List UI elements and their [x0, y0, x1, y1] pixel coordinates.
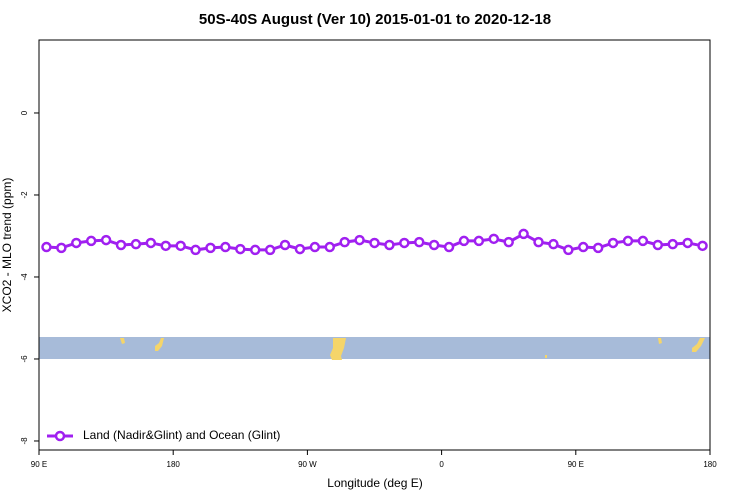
plot-frame: [38, 39, 711, 451]
point: [324, 241, 336, 253]
point: [175, 240, 186, 252]
map-strip: [39, 337, 710, 360]
point: [145, 237, 157, 249]
chart-title: 50S-40S August (Ver 10) 2015-01-01 to 20…: [199, 11, 551, 28]
point: [339, 236, 350, 248]
x-tick-label: 0: [439, 460, 444, 469]
point: [578, 241, 589, 253]
point: [697, 240, 708, 252]
point: [249, 244, 261, 256]
point: [41, 241, 52, 253]
legend-label: Land (Nadir&Glint) and Ocean (Glint): [83, 428, 280, 442]
point: [652, 239, 664, 251]
point: [443, 241, 455, 253]
y-tick-label: -8: [20, 437, 29, 445]
point: [279, 239, 291, 251]
y-tick-label: -2: [20, 191, 29, 199]
point: [622, 235, 634, 247]
x-tick-label: 180: [167, 460, 181, 469]
point: [71, 237, 82, 249]
point: [592, 242, 604, 254]
y-tick-label: 0: [20, 110, 29, 115]
point: [56, 242, 67, 254]
point: [294, 243, 306, 255]
x-tick-label: 90 W: [298, 460, 317, 469]
point: [399, 237, 410, 249]
point: [548, 238, 559, 250]
point: [100, 234, 112, 246]
point: [667, 238, 678, 250]
point: [205, 242, 216, 254]
point: [473, 235, 485, 247]
x-tick-label: 180: [703, 460, 717, 469]
y-tick-label: -4: [20, 273, 29, 281]
point: [369, 237, 380, 249]
point: [354, 234, 365, 246]
x-tick-label: 90 E: [31, 460, 47, 469]
point: [130, 238, 142, 250]
point: [607, 237, 619, 249]
point: [384, 239, 395, 251]
point: [637, 235, 649, 247]
point: [533, 236, 544, 248]
x-tick-label: 90 E: [568, 460, 584, 469]
point: [220, 241, 231, 253]
point: [160, 240, 171, 252]
point: [85, 235, 97, 247]
legend-marker: [54, 430, 66, 442]
point: [563, 244, 574, 256]
y-axis-label: XCO2 - MLO trend (ppm): [0, 178, 14, 313]
y-tick-label: -6: [20, 355, 29, 363]
point: [458, 235, 470, 247]
point: [518, 228, 529, 240]
point: [115, 239, 127, 251]
point: [488, 233, 500, 245]
point: [235, 243, 246, 255]
point: [428, 239, 440, 251]
point: [190, 244, 201, 256]
point: [413, 236, 425, 248]
point: [503, 236, 514, 248]
point: [309, 241, 321, 253]
point: [264, 244, 276, 256]
x-axis-label: Longitude (deg E): [327, 476, 422, 490]
point: [682, 237, 693, 249]
